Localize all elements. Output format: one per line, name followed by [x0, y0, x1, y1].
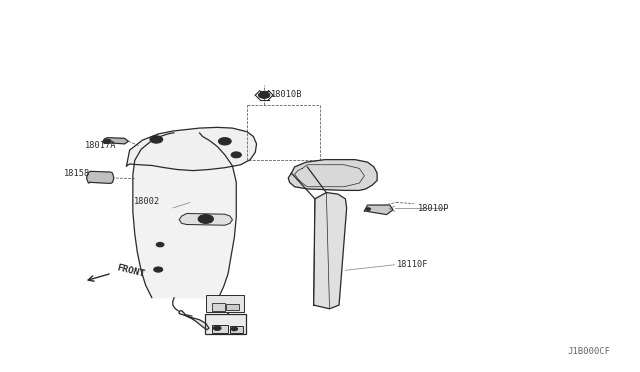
Circle shape [150, 136, 163, 143]
Circle shape [231, 152, 241, 158]
Text: 18110F: 18110F [397, 260, 429, 269]
FancyBboxPatch shape [206, 295, 244, 312]
Text: 18002: 18002 [134, 197, 161, 206]
Polygon shape [86, 171, 114, 183]
Circle shape [154, 267, 163, 272]
Text: 18017A: 18017A [85, 141, 116, 150]
Polygon shape [288, 160, 377, 190]
FancyBboxPatch shape [212, 325, 228, 333]
Text: 18158: 18158 [64, 169, 91, 178]
Circle shape [213, 326, 221, 330]
Circle shape [104, 139, 111, 144]
Polygon shape [103, 138, 129, 144]
Polygon shape [179, 311, 209, 330]
Text: 18010P: 18010P [419, 204, 450, 213]
Polygon shape [127, 127, 257, 171]
Polygon shape [364, 205, 393, 215]
Text: FRONT: FRONT [116, 263, 146, 279]
FancyBboxPatch shape [230, 326, 243, 333]
FancyBboxPatch shape [212, 303, 225, 311]
Text: J1B000CF: J1B000CF [568, 347, 611, 356]
Circle shape [231, 327, 237, 331]
Circle shape [198, 215, 213, 223]
Text: 18010B: 18010B [271, 90, 302, 99]
Polygon shape [179, 214, 232, 225]
Circle shape [259, 92, 270, 99]
Polygon shape [314, 193, 347, 309]
FancyBboxPatch shape [205, 314, 246, 334]
Polygon shape [133, 133, 236, 298]
FancyBboxPatch shape [226, 304, 239, 310]
Circle shape [365, 208, 371, 211]
Circle shape [156, 243, 164, 247]
Circle shape [202, 217, 210, 221]
Circle shape [261, 93, 268, 97]
Circle shape [218, 138, 231, 145]
